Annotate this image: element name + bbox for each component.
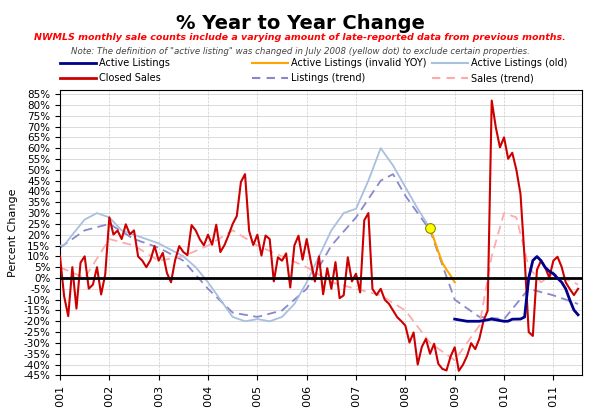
Text: Note: The definition of "active listing" was changed in July 2008 (yellow dot) t: Note: The definition of "active listing"…	[71, 47, 529, 55]
Text: Active Listings (old): Active Listings (old)	[471, 58, 568, 68]
Text: Listings (trend): Listings (trend)	[291, 73, 365, 83]
Text: Sales (trend): Sales (trend)	[471, 73, 534, 83]
Text: Active Listings: Active Listings	[99, 58, 170, 68]
Text: NWMLS monthly sale counts include a varying amount of late-reported data from pr: NWMLS monthly sale counts include a vary…	[34, 33, 566, 42]
Y-axis label: Percent Change: Percent Change	[8, 188, 18, 277]
Text: % Year to Year Change: % Year to Year Change	[176, 14, 424, 33]
Text: Closed Sales: Closed Sales	[99, 73, 161, 83]
Text: Active Listings (invalid YOY): Active Listings (invalid YOY)	[291, 58, 427, 68]
